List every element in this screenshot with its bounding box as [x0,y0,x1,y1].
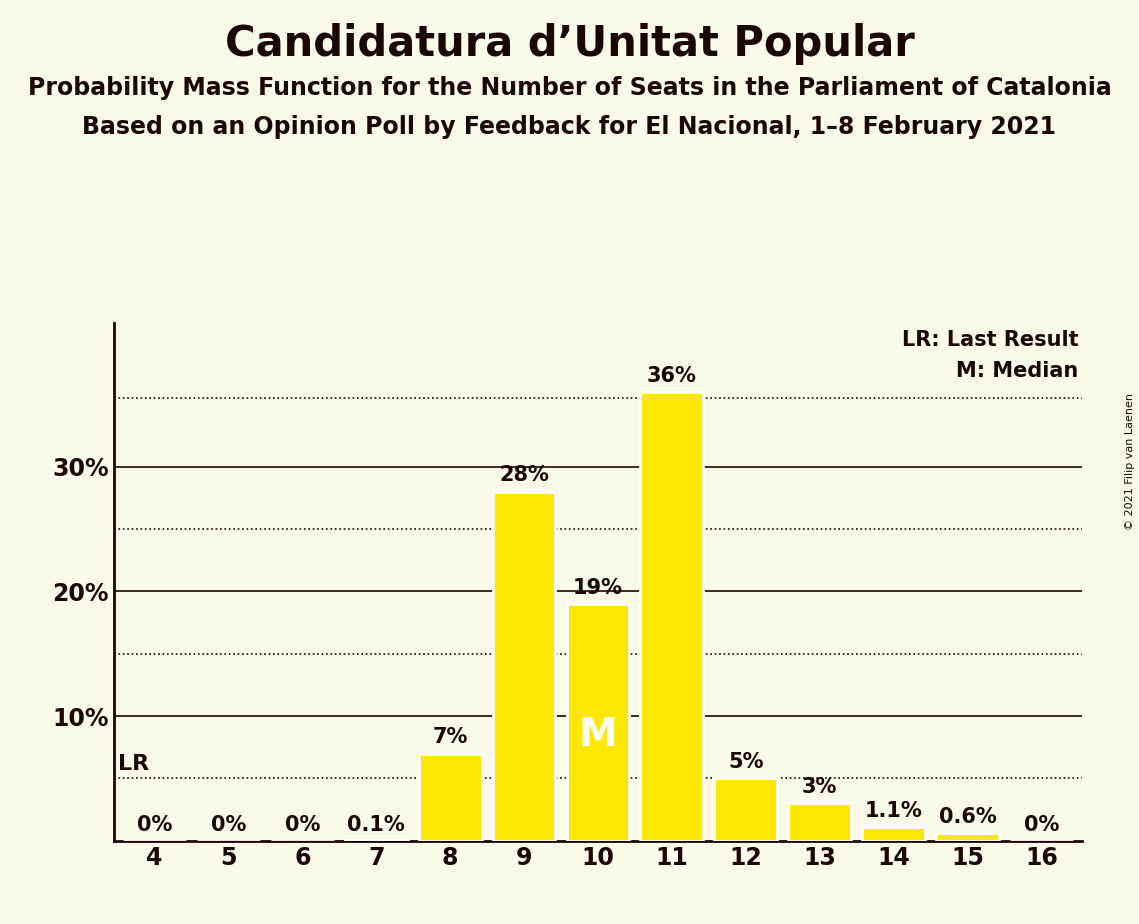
Text: M: Median: M: Median [956,360,1079,381]
Text: 28%: 28% [499,466,549,485]
Text: LR: Last Result: LR: Last Result [902,330,1079,349]
Text: 0.6%: 0.6% [939,808,997,827]
Bar [640,392,703,841]
Bar [936,833,999,841]
Text: 0%: 0% [137,815,172,834]
Bar [714,779,777,841]
Text: 0%: 0% [1024,815,1059,834]
Text: 5%: 5% [728,752,763,772]
Text: LR: LR [117,753,149,773]
Text: © 2021 Filip van Laenen: © 2021 Filip van Laenen [1125,394,1134,530]
Text: 1.1%: 1.1% [865,801,923,821]
Text: Based on an Opinion Poll by Feedback for El Nacional, 1–8 February 2021: Based on an Opinion Poll by Feedback for… [82,115,1057,139]
Bar [345,840,408,841]
Bar [566,604,630,841]
Bar [493,492,556,841]
Text: 7%: 7% [433,727,468,748]
Text: 0%: 0% [285,815,320,834]
Text: 0.1%: 0.1% [347,815,405,834]
Bar [788,804,851,841]
Bar [419,754,482,841]
Text: M: M [579,716,617,754]
Text: 36%: 36% [647,366,697,385]
Text: 3%: 3% [802,777,837,797]
Text: 0%: 0% [211,815,246,834]
Bar [862,827,925,841]
Text: 19%: 19% [573,578,623,598]
Text: Probability Mass Function for the Number of Seats in the Parliament of Catalonia: Probability Mass Function for the Number… [27,76,1112,100]
Text: Candidatura d’Unitat Popular: Candidatura d’Unitat Popular [224,23,915,65]
